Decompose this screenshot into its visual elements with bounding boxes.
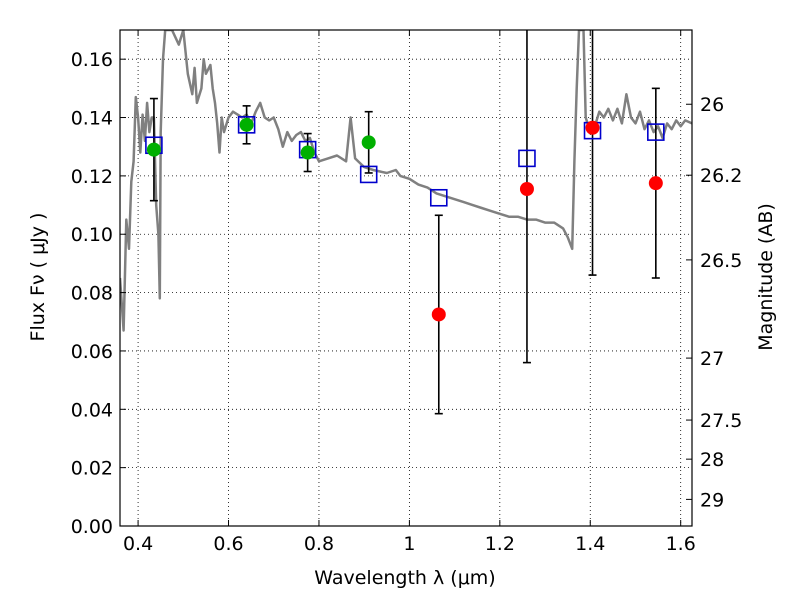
model-spectrum-line [120, 30, 692, 332]
observed-flux-point [431, 307, 446, 322]
observed-flux-point [146, 142, 161, 157]
y2-axis-label: Magnitude (AB) [755, 203, 777, 351]
x-tick-label: 1.4 [575, 533, 605, 555]
y2-tick-label: 27 [700, 348, 724, 370]
x-tick-label: 1 [403, 533, 415, 555]
model-flux-square [237, 116, 256, 134]
y-tick-label: 0.02 [71, 458, 113, 480]
y-tick-label: 0.04 [71, 399, 113, 421]
y2-tick-label: 28 [700, 449, 724, 471]
y-tick-label: 0.08 [71, 283, 113, 305]
x-tick-label: 0.6 [213, 533, 243, 555]
y-tick-label: 0.12 [71, 166, 113, 188]
plot-frame [119, 29, 693, 527]
ticks [120, 30, 692, 527]
y2-tick-label: 26.5 [700, 250, 742, 272]
tick-labels: 0.4 0.6 0.8 1 1.2 1.4 1.6 0.00 0.02 0.04 0.06 0.08 0… [71, 49, 743, 555]
plot-area [120, 30, 692, 415]
x-tick-label: 0.4 [123, 533, 153, 555]
y-tick-label: 0.14 [71, 108, 113, 130]
y-tick-label: 0.00 [71, 516, 113, 538]
model-flux-square [647, 123, 665, 141]
observed-flux-point [361, 135, 376, 150]
model-flux-square [359, 165, 378, 184]
model-flux-square [518, 149, 536, 168]
observed-flux-point [648, 176, 663, 191]
model-flux-square [429, 188, 448, 207]
y2-tick-label: 29 [700, 489, 724, 511]
observed-flux-point [519, 182, 534, 197]
y-axis-label: Flux Fν ( μJy ) [27, 213, 49, 342]
y2-tick-label: 26.2 [700, 165, 742, 187]
y-tick-label: 0.16 [71, 49, 113, 71]
x-tick-label: 0.8 [304, 533, 334, 555]
observed-flux-point [239, 117, 254, 132]
y2-tick-label: 27.5 [700, 410, 742, 432]
y2-tick-label: 26 [700, 94, 724, 116]
observed-flux-point [300, 145, 315, 160]
x-tick-label: 1.2 [485, 533, 515, 555]
x-axis-label: Wavelength λ (μm) [314, 567, 495, 589]
observed-flux-point [585, 120, 600, 135]
y-tick-label: 0.10 [71, 224, 113, 246]
y-tick-label: 0.06 [71, 341, 113, 363]
x-tick-label: 1.6 [666, 533, 696, 555]
